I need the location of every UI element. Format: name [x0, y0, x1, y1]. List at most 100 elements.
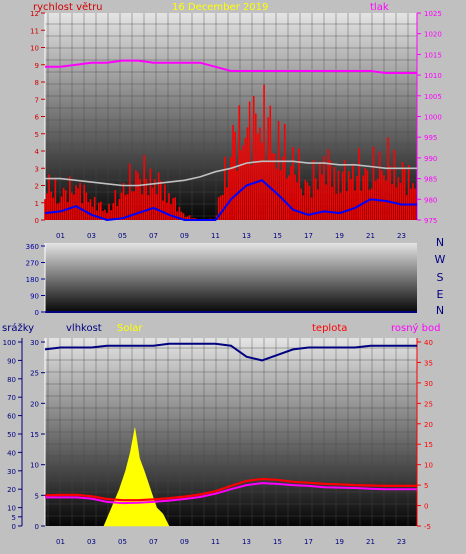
- temperature-axis-tick-label: 20: [424, 421, 433, 429]
- rain-axis-tick-label: 0: [12, 523, 16, 531]
- rain-axis-tick-label: 20: [7, 486, 16, 494]
- hour-tick-label: 05: [118, 232, 127, 240]
- pressure-axis-tick-label: 1020: [424, 31, 442, 39]
- rain-axis-tick-label: 90: [7, 357, 16, 365]
- temperature-axis-tick-label: 10: [424, 462, 433, 470]
- wind-trend-line: [45, 160, 417, 187]
- direction-axis-tick-label: 0: [35, 309, 39, 317]
- wind-axis-tick-label: 3: [35, 165, 39, 173]
- hour-tick-label: 13: [242, 538, 251, 546]
- pressure-axis-tick-label: 1015: [424, 51, 442, 59]
- hour-tick-label: 17: [304, 232, 313, 240]
- rain-axis-tick-label: 10: [7, 505, 16, 513]
- temperature-label: teplota: [312, 323, 347, 334]
- hour-tick-label: 05: [118, 538, 127, 546]
- wind-axis-tick-label: 0: [35, 217, 39, 225]
- temperature-axis-tick-label: 35: [424, 359, 433, 367]
- compass-label: N: [436, 304, 444, 317]
- rain-axis-tick-label: 60: [7, 413, 16, 421]
- hour-tick-label: 01: [56, 232, 65, 240]
- pressure-axis-tick-label: 990: [424, 155, 437, 163]
- humidity-axis-tick-label: 15: [30, 431, 39, 439]
- compass-label: W: [435, 253, 446, 266]
- hour-tick-label: 15: [273, 232, 282, 240]
- hour-tick-label: 09: [180, 232, 189, 240]
- pressure-axis-tick-label: 1000: [424, 114, 442, 122]
- wind-axis-tick-label: 5: [35, 131, 39, 139]
- pressure-axis-tick-label: 1010: [424, 72, 442, 80]
- hour-tick-label: 15: [273, 538, 282, 546]
- wind-axis-tick-label: 7: [35, 96, 39, 104]
- pressure-axis-tick-label: 975: [424, 217, 437, 225]
- humidity-axis-tick-label: 30: [30, 339, 39, 347]
- wind-speed-label: rychlost větru: [33, 1, 103, 13]
- pressure-axis-tick-label: 1005: [424, 93, 442, 101]
- humidity-label: vlhkost: [66, 323, 102, 334]
- humidity-axis-tick-label: 0: [35, 523, 39, 531]
- humidity-axis-tick-label: 20: [30, 400, 39, 408]
- temperature-axis-tick-label: 15: [424, 441, 433, 449]
- rain-axis-tick-label: 30: [7, 468, 16, 476]
- rain-label: srážky: [2, 322, 34, 334]
- temperature-axis-tick-label: 0: [424, 503, 428, 511]
- wind-axis-tick-label: 1: [35, 200, 39, 208]
- hour-tick-label: 13: [242, 232, 251, 240]
- compass-label: E: [437, 288, 444, 301]
- pressure-axis-tick-label: 995: [424, 134, 437, 142]
- wind-axis-tick-label: 9: [35, 62, 39, 70]
- hour-tick-label: 01: [56, 538, 65, 546]
- temperature-axis-tick-label: 5: [424, 482, 428, 490]
- pressure-axis-tick-label: 985: [424, 176, 437, 184]
- temperature-axis-tick-label: 30: [424, 380, 433, 388]
- hour-tick-label: 21: [366, 232, 375, 240]
- hour-tick-label: 11: [211, 538, 220, 546]
- hour-tick-label: 19: [335, 232, 344, 240]
- hour-tick-label: 07: [149, 538, 158, 546]
- dew-point-line: [45, 482, 417, 505]
- hour-tick-label: 07: [149, 232, 158, 240]
- pressure-axis-tick-label: 1025: [424, 10, 442, 18]
- pressure-line: [45, 59, 417, 74]
- direction-axis-tick-label: 270: [26, 260, 39, 268]
- wind-axis-tick-label: 10: [30, 45, 39, 53]
- rain-axis-tick-label: 50: [7, 431, 16, 439]
- wind-average-line: [44, 179, 417, 222]
- dew-point-label: rosný bod: [391, 322, 440, 334]
- temperature-axis-tick-label: 25: [424, 400, 433, 408]
- hour-tick-label: 03: [87, 232, 96, 240]
- compass-label: S: [437, 271, 444, 284]
- rain-axis-tick-label: 40: [7, 449, 16, 457]
- hour-tick-label: 23: [397, 232, 406, 240]
- humidity-line: [44, 342, 417, 362]
- hour-tick-label: 19: [335, 538, 344, 546]
- hour-tick-label: 11: [211, 232, 220, 240]
- temperature-axis-tick-label: -5: [424, 523, 431, 531]
- direction-axis-tick-label: 360: [26, 243, 39, 251]
- temperature-line: [44, 477, 417, 502]
- direction-panel-background: [45, 243, 417, 313]
- humidity-axis-tick-label: 10: [30, 462, 39, 470]
- wind-axis-tick-label: 6: [35, 114, 40, 122]
- solar-label: Solar: [117, 323, 143, 334]
- date-title: 16 December 2019: [172, 2, 268, 13]
- wind-axis-tick-label: 4: [35, 148, 40, 156]
- rain-axis-tick-label: 100: [3, 339, 16, 347]
- hour-tick-label: 21: [366, 538, 375, 546]
- temperature-axis-tick-label: 40: [424, 339, 433, 347]
- rain-axis-tick-label: 80: [7, 376, 16, 384]
- rain-axis-tick-label: 70: [7, 394, 16, 402]
- hour-tick-label: 03: [87, 538, 96, 546]
- humidity-axis-tick-label: 25: [30, 370, 39, 378]
- wind-axis-tick-label: 11: [30, 27, 39, 35]
- direction-axis-tick-label: 90: [30, 293, 39, 301]
- wind-axis-tick-label: 2: [35, 183, 39, 191]
- rain-axis-tick-label: 5: [12, 514, 16, 522]
- hour-tick-label: 23: [397, 538, 406, 546]
- hour-tick-label: 17: [304, 538, 313, 546]
- pressure-label: tlak: [370, 2, 389, 13]
- wind-axis-tick-label: 8: [35, 79, 39, 87]
